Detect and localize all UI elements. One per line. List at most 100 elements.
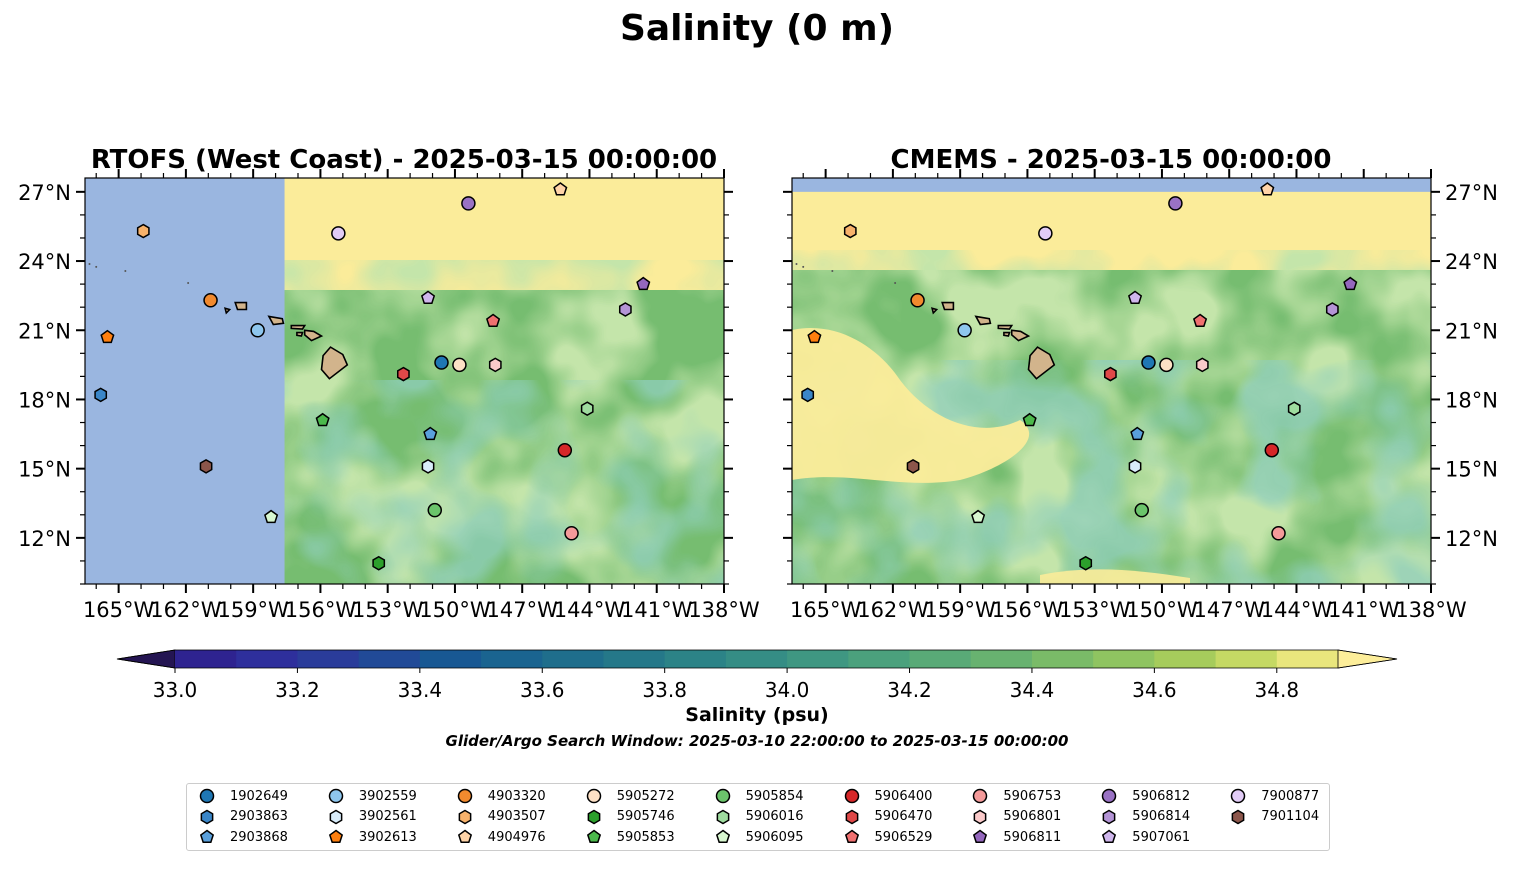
profile-marker-3902561 — [1128, 458, 1142, 474]
island — [320, 346, 349, 380]
profile-marker-5906812 — [461, 196, 476, 211]
lat-tick-label: 12°N — [1445, 527, 1498, 551]
colorbar-extend-high — [1337, 649, 1398, 669]
lat-tick-label: 15°N — [18, 458, 71, 482]
pentagon-marker-icon — [844, 829, 859, 844]
profile-marker-7900877 — [1038, 226, 1053, 241]
profile-marker-5905746 — [1079, 555, 1093, 571]
colorbar-tick-label: 34.2 — [887, 678, 932, 702]
profile-marker-5906801 — [1195, 357, 1209, 373]
legend-swatch — [199, 829, 215, 844]
island — [303, 329, 324, 342]
fresh-band-south — [1040, 569, 1190, 584]
lon-tick-label: 150°W — [419, 598, 491, 622]
profile-marker-5906812 — [1168, 196, 1183, 211]
lon-tick-label: 147°W — [1194, 598, 1266, 622]
legend-label: 5905746 — [616, 809, 675, 824]
profile-marker-5905272 — [452, 357, 467, 373]
profile-marker-5905854 — [427, 502, 443, 518]
legend-label: 5906529 — [874, 829, 933, 845]
profile-marker-4903320 — [203, 293, 218, 308]
legend-swatch — [457, 788, 473, 804]
lat-tick-label: 15°N — [1445, 458, 1498, 482]
axis-ticks: 165°W162°W159°W156°W153°W150°W147°W144°W… — [783, 169, 1498, 622]
profile-legend: 1902649 2903863 2903868 3902559 3902561 39026… — [186, 783, 1330, 851]
profile-marker-5905853 — [315, 412, 330, 427]
pentagon-marker-icon — [973, 829, 988, 844]
model-domain-mask — [792, 178, 1431, 192]
profile-markers — [94, 182, 651, 571]
profile-marker-5905854 — [1134, 502, 1150, 518]
island — [974, 315, 992, 326]
profile-marker-5906814 — [1325, 302, 1339, 317]
legend-item-5905746: 5905746 — [584, 807, 675, 827]
circle-marker-icon — [844, 788, 859, 804]
legend-item-4903507: 4903507 — [455, 807, 546, 827]
profile-marker-5906400 — [1264, 442, 1280, 458]
profile-marker-5906801 — [488, 357, 502, 373]
circle-marker-icon — [586, 788, 601, 804]
profile-marker-5906470 — [1104, 366, 1117, 382]
colorbar-tick-label: 33.8 — [642, 678, 687, 702]
circle-marker-icon — [1230, 788, 1246, 804]
lon-tick-label: 156°W — [992, 598, 1064, 622]
colorbar-bin — [419, 650, 482, 668]
island — [1027, 346, 1056, 380]
legend-item-7901104: 7901104 — [1228, 807, 1319, 827]
legend-label: 5905853 — [616, 829, 675, 845]
legend-label: 5906470 — [874, 809, 933, 824]
hexagon-marker-icon — [587, 809, 601, 824]
profile-marker-2903868 — [1130, 426, 1145, 441]
pentagon-marker-icon — [586, 829, 601, 844]
lon-tick-label: 147°W — [487, 598, 559, 622]
lat-tick-label: 27°N — [18, 181, 71, 205]
map-frame — [84, 177, 725, 585]
legend-swatch — [1102, 809, 1116, 824]
legend-label: 5906801 — [1003, 809, 1062, 824]
profile-marker-3902559 — [250, 323, 265, 338]
legend-swatch — [329, 809, 343, 824]
legend-label: 4903507 — [487, 809, 546, 824]
legend-swatch — [845, 809, 858, 824]
colorbar-bin — [542, 650, 604, 668]
legend-item-5906811: 5906811 — [970, 827, 1061, 847]
island — [223, 307, 232, 315]
lon-tick-label: 141°W — [1328, 598, 1400, 622]
hexagon-marker-icon — [1231, 809, 1245, 824]
colorbar-bin — [725, 650, 788, 668]
legend-swatch — [844, 788, 859, 804]
profile-marker-5906400 — [557, 442, 573, 458]
legend-label: 4904976 — [487, 829, 546, 845]
legend-label: 5905272 — [616, 788, 675, 804]
islet — [124, 269, 127, 272]
profile-marker-2903863 — [801, 387, 815, 403]
axis-ticks: 165°W162°W159°W156°W153°W150°W147°W144°W… — [18, 169, 760, 622]
islet — [88, 263, 91, 266]
legend-item-1902649: 1902649 — [197, 786, 288, 806]
colorbar-label: Salinity (psu) — [685, 704, 829, 726]
colorbar-tick-label: 33.0 — [153, 678, 198, 702]
legend-label: 5906400 — [874, 788, 933, 804]
lon-tick-label: 153°W — [1059, 598, 1131, 622]
colorbar-outline — [116, 649, 1398, 669]
profile-marker-5906529 — [1192, 313, 1208, 328]
legend-label: 5906811 — [1003, 829, 1062, 845]
profile-marker-4903320 — [910, 293, 925, 308]
legend-label: 5905854 — [745, 788, 804, 804]
lon-tick-label: 150°W — [1126, 598, 1198, 622]
legend-label: 5906095 — [745, 829, 804, 845]
colorbar-tick-label: 33.2 — [275, 678, 320, 702]
island — [997, 324, 1014, 330]
colorbar-bin — [787, 650, 849, 668]
pentagon-marker-icon — [199, 829, 215, 844]
rtofs-map-panel: 165°W162°W159°W156°W153°W150°W147°W144°W… — [18, 145, 760, 622]
legend-swatch — [1102, 829, 1117, 844]
search-window-note: Glider/Argo Search Window: 2025-03-10 22… — [445, 732, 1069, 750]
profile-marker-5906753 — [1271, 526, 1286, 541]
lat-tick-label: 12°N — [18, 527, 71, 551]
legend-swatch — [974, 809, 987, 824]
profile-marker-2903868 — [423, 426, 438, 441]
colorbar-bin — [603, 650, 666, 668]
colorbar-bin — [848, 650, 911, 668]
